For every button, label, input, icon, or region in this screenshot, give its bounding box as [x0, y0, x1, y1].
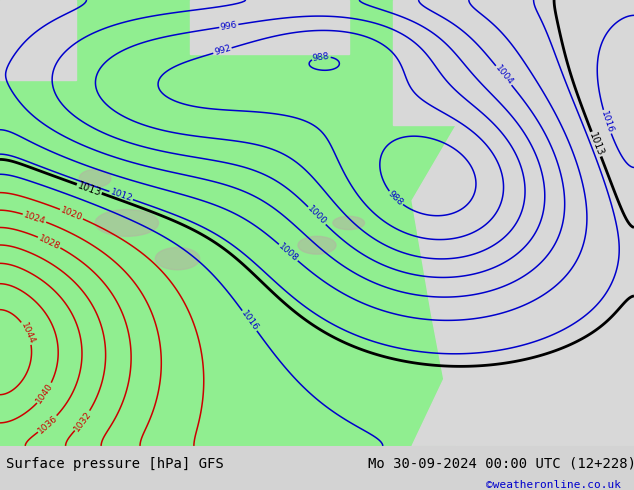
Ellipse shape: [333, 216, 365, 230]
Ellipse shape: [155, 247, 200, 270]
Text: 1044: 1044: [19, 321, 36, 345]
Polygon shape: [0, 0, 76, 80]
Text: 1016: 1016: [599, 109, 615, 134]
Text: 1036: 1036: [36, 413, 59, 435]
Text: 1016: 1016: [239, 309, 260, 333]
Ellipse shape: [95, 210, 158, 236]
Text: 988: 988: [312, 51, 330, 63]
Text: 1013: 1013: [76, 180, 103, 198]
Text: 1008: 1008: [276, 242, 300, 264]
Text: 992: 992: [213, 44, 232, 57]
Text: 1004: 1004: [493, 64, 514, 87]
Polygon shape: [412, 290, 634, 446]
Text: 1032: 1032: [72, 409, 93, 433]
Text: 1040: 1040: [35, 381, 55, 405]
Text: 1013: 1013: [587, 131, 605, 157]
Text: 1012: 1012: [109, 188, 133, 203]
Ellipse shape: [298, 236, 336, 254]
Text: 1000: 1000: [306, 204, 328, 227]
Text: Surface pressure [hPa] GFS: Surface pressure [hPa] GFS: [6, 457, 224, 470]
Text: 1020: 1020: [59, 205, 84, 222]
Text: 1024: 1024: [22, 210, 47, 226]
Polygon shape: [393, 0, 634, 125]
Text: 988: 988: [386, 189, 405, 208]
Text: ©weatheronline.co.uk: ©weatheronline.co.uk: [486, 480, 621, 490]
Polygon shape: [412, 125, 634, 446]
Text: 996: 996: [219, 20, 238, 32]
Polygon shape: [190, 0, 349, 53]
Ellipse shape: [79, 170, 111, 187]
Text: 1028: 1028: [37, 233, 61, 251]
Text: Mo 30-09-2024 00:00 UTC (12+228): Mo 30-09-2024 00:00 UTC (12+228): [368, 457, 634, 470]
